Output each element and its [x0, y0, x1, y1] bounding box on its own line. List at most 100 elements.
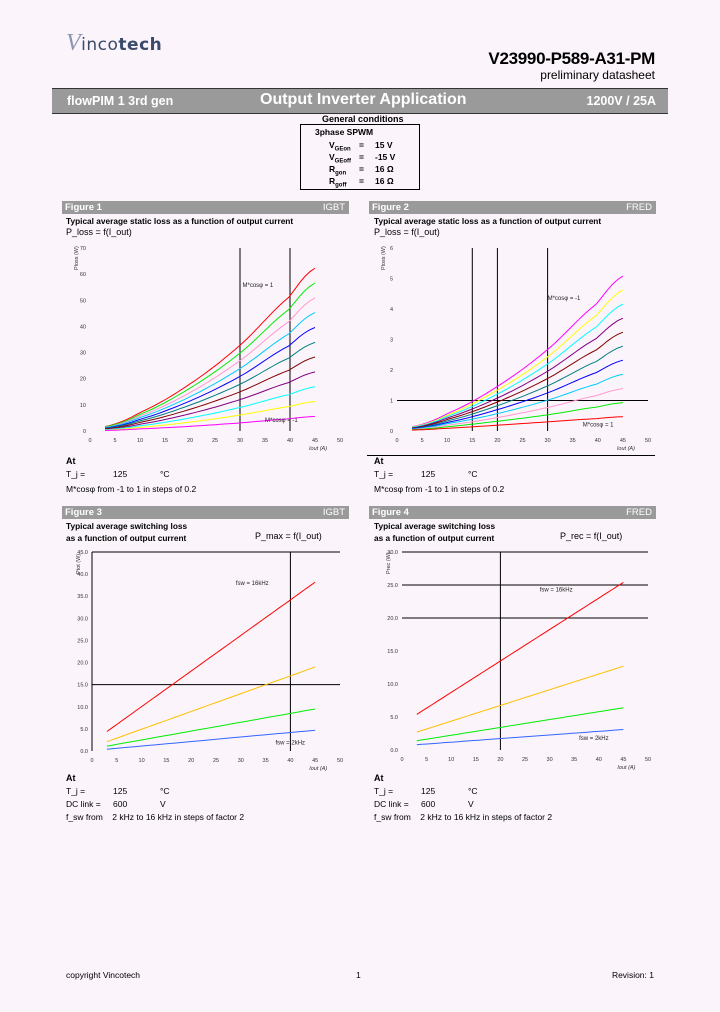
- x-tick-label: 30: [237, 438, 243, 444]
- x-tick-label: 20: [494, 438, 500, 444]
- chart-annotation: M*cosφ = 1: [243, 283, 274, 289]
- figure-4-title: Typical average switching loss: [374, 521, 496, 531]
- y-tick-label: 5: [390, 277, 393, 283]
- series-line: [412, 345, 624, 430]
- series-line: [416, 729, 624, 746]
- x-tick-label: 45: [620, 757, 626, 763]
- condition-unit: °C: [468, 786, 478, 796]
- condition-label: DC link =: [66, 799, 101, 809]
- figure-1-title: Typical average static loss as a functio…: [66, 216, 294, 226]
- figure-1-header: Figure 1 IGBT: [62, 201, 349, 214]
- figure-4-note: f_sw from 2 kHz to 16 kHz in steps of fa…: [374, 812, 553, 822]
- y-tick-label: 5.0: [80, 727, 88, 733]
- x-axis-label: Iout (A): [309, 766, 327, 772]
- x-tick-label: 25: [522, 757, 528, 763]
- condition-unit: V: [160, 799, 166, 809]
- condition-value: 125: [421, 786, 436, 796]
- general-conditions-box: 3phase SPWM VGEon = 15 V VGEoff = -15 V Rgon…: [300, 124, 420, 190]
- divider: [367, 455, 655, 456]
- x-tick-label: 15: [473, 757, 479, 763]
- x-tick-label: 40: [287, 438, 293, 444]
- x-tick-label: 10: [448, 757, 454, 763]
- figure-1-conditions-heading: At: [66, 456, 76, 466]
- x-tick-label: 30: [547, 757, 553, 763]
- y-tick-label: 1: [390, 399, 393, 405]
- condition-unit: °C: [160, 469, 170, 479]
- chart-annotation: fsw = 2kHz: [276, 740, 306, 746]
- y-axis-label: Ploss (W): [381, 246, 387, 270]
- y-tick-label: 30: [80, 351, 86, 357]
- figure-3-note: f_sw from 2 kHz to 16 kHz in steps of fa…: [66, 812, 245, 822]
- series-line: [416, 581, 624, 715]
- series-line: [104, 327, 316, 429]
- figure-3-formula: P_max = f(I_out): [255, 531, 322, 541]
- y-tick-label: 35.0: [77, 594, 88, 600]
- series-line: [412, 317, 624, 429]
- series-line: [412, 373, 624, 430]
- y-tick-label: 10: [80, 403, 86, 409]
- x-tick-label: 15: [163, 758, 169, 764]
- figure-1-note: M*cosφ from -1 to 1 in steps of 0.2: [66, 484, 197, 494]
- chart-annotation: fsw = 16kHz: [540, 588, 573, 594]
- y-tick-label: 10.0: [387, 682, 398, 688]
- x-tick-label: 35: [262, 438, 268, 444]
- condition-label: T_j =: [66, 786, 86, 796]
- section-title: Output Inverter Application: [260, 91, 467, 108]
- y-tick-label: 25.0: [387, 583, 398, 589]
- figure-2-note: M*cosφ from -1 to 1 in steps of 0.2: [374, 484, 505, 494]
- rating: 1200V / 25A: [586, 94, 657, 108]
- series-line: [412, 416, 623, 431]
- chart-annotation: M*cosφ = -1: [265, 418, 298, 424]
- x-axis-label: Iout (A): [617, 446, 635, 452]
- vincotech-logo: Vincotech: [66, 30, 163, 56]
- condition-label: DC link =: [374, 799, 409, 809]
- series-line: [104, 267, 316, 428]
- x-tick-label: 25: [519, 438, 525, 444]
- series-line: [412, 289, 624, 428]
- x-tick-label: 35: [570, 438, 576, 444]
- y-tick-label: 2: [390, 368, 393, 374]
- chart-annotation: M*cosφ = -1: [548, 296, 581, 302]
- chart-annotation: fsw = 16kHz: [236, 581, 269, 587]
- series-line: [104, 282, 316, 428]
- series-line: [104, 386, 316, 431]
- footer-revision: Revision: 1: [611, 970, 654, 980]
- y-tick-label: 6: [390, 246, 393, 252]
- x-tick-label: 10: [137, 438, 143, 444]
- x-tick-label: 0: [90, 758, 93, 764]
- x-tick-label: 30: [545, 438, 551, 444]
- x-tick-label: 10: [444, 438, 450, 444]
- x-tick-label: 5: [421, 438, 424, 444]
- figure-1-formula: P_loss = f(I_out): [66, 227, 132, 237]
- y-axis-label: Prec (W): [386, 552, 392, 574]
- condition-value: 125: [113, 786, 128, 796]
- series-line: [104, 312, 316, 429]
- condition-label: T_j =: [374, 786, 394, 796]
- series-line: [104, 401, 316, 431]
- y-tick-label: 15.0: [77, 683, 88, 689]
- x-tick-label: 20: [187, 438, 193, 444]
- x-tick-label: 45: [312, 438, 318, 444]
- x-tick-label: 50: [337, 438, 343, 444]
- y-tick-label: 30.0: [387, 550, 398, 556]
- series-line: [412, 402, 623, 431]
- condition-value: 125: [113, 469, 128, 479]
- condition-value: 600: [421, 799, 436, 809]
- figure-4-header: Figure 4 FRED: [369, 506, 656, 519]
- series-line: [104, 297, 316, 428]
- x-tick-label: 40: [596, 757, 602, 763]
- series-line: [412, 331, 624, 429]
- x-tick-label: 15: [162, 438, 168, 444]
- series-line: [106, 581, 316, 732]
- figure-4-conditions-heading: At: [374, 773, 384, 783]
- x-tick-label: 35: [571, 757, 577, 763]
- y-tick-label: 45.0: [77, 550, 88, 556]
- series-line: [104, 356, 316, 430]
- condition-unit: V: [468, 799, 474, 809]
- series-line: [412, 388, 623, 430]
- x-tick-label: 50: [645, 757, 651, 763]
- y-tick-label: 20.0: [387, 616, 398, 622]
- y-axis-label: Ploss (W): [74, 246, 80, 270]
- y-tick-label: 30.0: [77, 616, 88, 622]
